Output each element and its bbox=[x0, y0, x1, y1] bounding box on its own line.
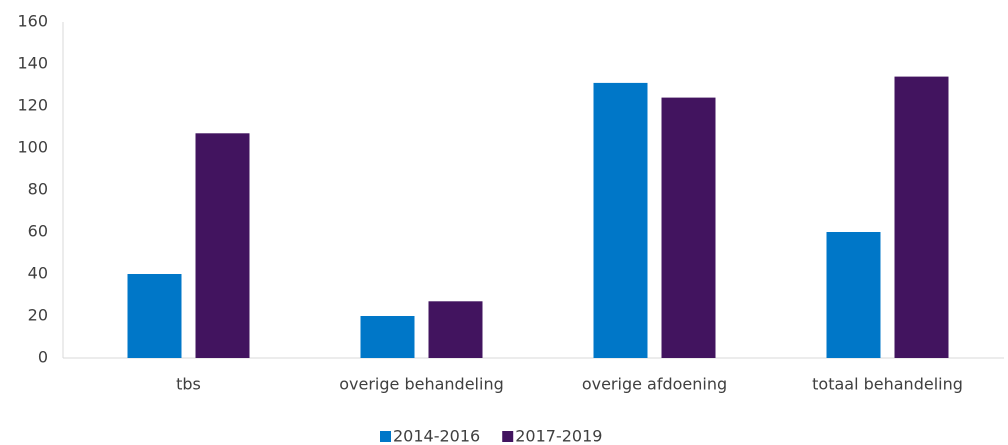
x-tick-label: tbs bbox=[176, 375, 201, 394]
y-tick-label: 160 bbox=[17, 12, 48, 31]
x-tick-label: totaal behandeling bbox=[812, 375, 963, 394]
legend-swatch bbox=[380, 431, 391, 442]
bar bbox=[826, 232, 881, 358]
y-tick-label: 100 bbox=[17, 138, 48, 157]
bar bbox=[195, 133, 250, 358]
bar bbox=[593, 82, 648, 359]
x-tick-label: overige behandeling bbox=[339, 375, 503, 394]
y-tick-label: 20 bbox=[28, 306, 48, 325]
y-tick-label: 40 bbox=[28, 264, 48, 283]
y-tick-label: 120 bbox=[17, 96, 48, 115]
y-tick-label: 140 bbox=[17, 54, 48, 73]
bar bbox=[428, 301, 483, 358]
y-tick-label: 0 bbox=[38, 348, 48, 367]
legend-label: 2014-2016 bbox=[393, 427, 480, 445]
bar bbox=[360, 316, 415, 358]
legend-swatch bbox=[502, 431, 514, 442]
bar bbox=[661, 97, 716, 358]
y-tick-label: 80 bbox=[28, 180, 48, 199]
bar bbox=[894, 76, 949, 358]
bar bbox=[127, 274, 182, 358]
x-tick-label: overige afdoening bbox=[582, 375, 727, 394]
legend-label: 2017-2019 bbox=[515, 427, 602, 445]
y-tick-label: 60 bbox=[28, 222, 48, 241]
